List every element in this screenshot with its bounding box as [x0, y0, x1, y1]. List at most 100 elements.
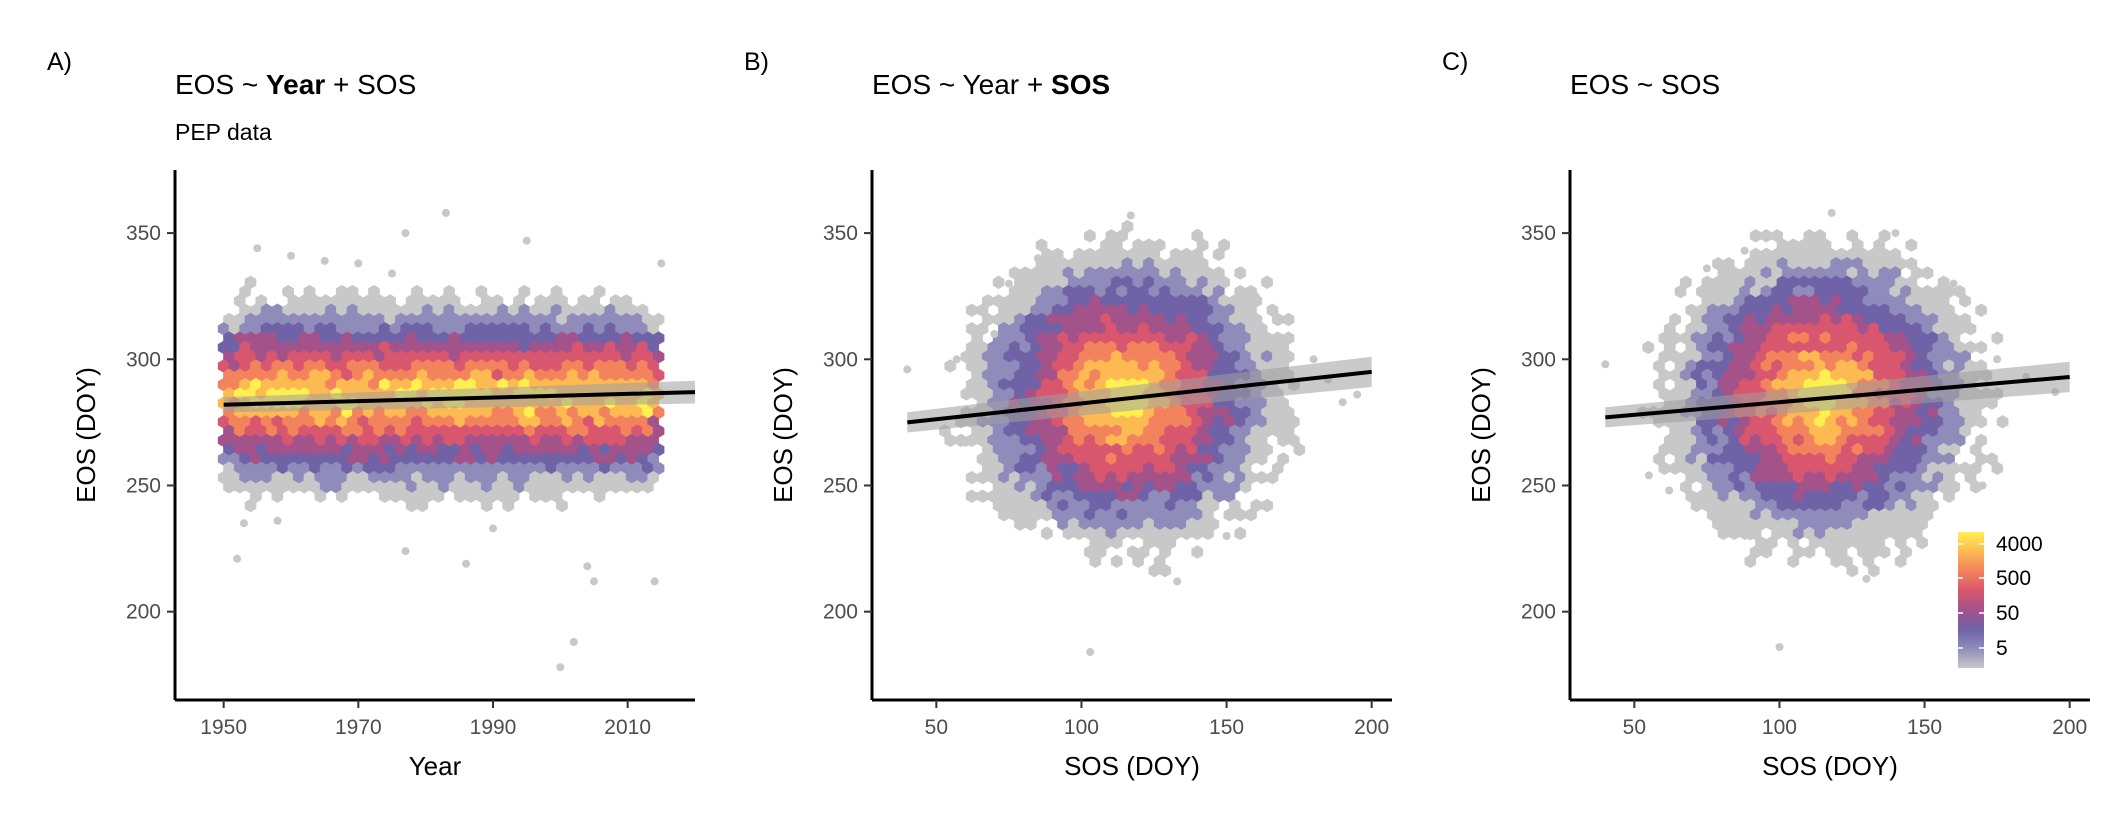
- outlier-point: [233, 554, 242, 563]
- outlier-point: [441, 208, 450, 217]
- hex-cell: [502, 498, 515, 513]
- hex-cell: [336, 489, 348, 503]
- hex-cell: [480, 498, 493, 513]
- outlier-point: [657, 259, 666, 268]
- y-axis-title: EOS (DOY): [1466, 367, 1496, 503]
- hex-cell: [944, 359, 957, 373]
- hex-cell: [271, 489, 284, 503]
- chart-title-part: SOS: [1051, 69, 1110, 100]
- outlier-point: [1251, 292, 1260, 301]
- outlier-point: [1237, 267, 1246, 275]
- hex-cell: [593, 489, 606, 503]
- hex-cell: [1191, 545, 1204, 559]
- hex-cell: [1642, 340, 1655, 355]
- outlier-point: [1033, 254, 1042, 263]
- legend-label: 50: [1996, 602, 2019, 625]
- outlier-point: [1126, 211, 1135, 220]
- hex-cell: [1905, 238, 1918, 252]
- outlier-point: [1993, 355, 2002, 364]
- outlier-point: [1601, 360, 1610, 369]
- outlier-point: [590, 577, 598, 586]
- outlier-point: [556, 663, 565, 672]
- y-tick-label: 350: [126, 222, 161, 245]
- hex-cell: [1234, 526, 1246, 541]
- hex-cell: [1084, 229, 1096, 243]
- outlier-point: [239, 519, 248, 528]
- hex-cell: [1261, 275, 1273, 290]
- hex-cell: [416, 498, 429, 513]
- outlier-point: [903, 365, 912, 374]
- outlier-point: [1353, 390, 1362, 399]
- legend-label: 500: [1996, 567, 2031, 590]
- outlier-point: [1309, 355, 1318, 364]
- y-tick-label: 250: [1521, 474, 1556, 497]
- y-tick-label: 200: [1521, 601, 1556, 624]
- x-tick-label: 100: [1064, 716, 1099, 739]
- outlier-point: [388, 269, 396, 278]
- panel-a: A) EOS ~ Year + SOS PEP data 200 250 300 350 19…: [47, 48, 696, 781]
- outlier-point: [1004, 279, 1013, 288]
- outlier-point: [287, 251, 295, 260]
- hex-cell: [965, 470, 978, 485]
- hex-cell: [1921, 266, 1934, 280]
- outlier-point: [1775, 643, 1784, 651]
- outlier-point: [569, 638, 578, 646]
- outlier-point: [990, 330, 999, 338]
- legend-label: 5: [1996, 637, 2008, 660]
- x-tick-label: 1990: [470, 716, 517, 739]
- outlier-point: [1702, 264, 1711, 273]
- x-tick-label: 150: [1907, 716, 1942, 739]
- hex-cell: [992, 275, 1005, 290]
- chart-title-part: Year: [266, 69, 325, 100]
- hex-cell: [1991, 331, 2004, 345]
- panel-label: C): [1442, 48, 1468, 76]
- hex-cell: [642, 480, 654, 494]
- outlier-point: [1173, 577, 1182, 586]
- outlier-point: [489, 524, 497, 533]
- outlier-point: [401, 229, 410, 238]
- panel-c: C) EOS ~ SOS 200 250 300 350 50 100 150 200 SOS (D…: [1442, 48, 2090, 781]
- outlier-point: [583, 562, 592, 571]
- outlier-point: [320, 256, 329, 265]
- y-tick-label: 300: [1521, 348, 1556, 371]
- chart-subtitle: PEP data: [175, 119, 272, 145]
- hex-cell: [1996, 415, 2009, 429]
- legend-label: 4000: [1996, 533, 2043, 556]
- y-tick-label: 250: [126, 474, 161, 497]
- hex-cell: [1282, 312, 1295, 327]
- x-tick-label: 1950: [200, 716, 247, 739]
- outlier-point: [1740, 246, 1749, 255]
- y-tick-label: 200: [126, 601, 161, 624]
- x-tick-label: 150: [1209, 716, 1244, 739]
- hex-cell: [314, 489, 327, 503]
- outlier-point: [1978, 481, 1987, 490]
- hex-cell: [1261, 498, 1273, 513]
- outlier-point: [1949, 279, 1958, 288]
- hex-cell: [1212, 247, 1225, 262]
- outlier-point: [1862, 574, 1871, 583]
- hex-cell: [965, 303, 978, 317]
- panel-b: B) EOS ~ Year + SOS 200 250 300 350 50 100 150 20…: [744, 48, 1392, 781]
- y-tick-label: 350: [1521, 222, 1556, 245]
- chart-title-part: EOS ~: [175, 69, 266, 100]
- outlier-point: [1827, 208, 1836, 217]
- panel-label: B): [744, 48, 769, 76]
- outlier-point: [1338, 398, 1347, 407]
- hex-cell: [1760, 229, 1773, 243]
- outlier-point: [273, 516, 282, 525]
- outlier-point: [1042, 526, 1051, 535]
- y-axis-title: EOS (DOY): [768, 367, 798, 503]
- chart-title: EOS ~ Year + SOS: [175, 69, 416, 100]
- outlier-point: [1222, 532, 1231, 540]
- chart-title-part: EOS ~ SOS: [1570, 69, 1720, 100]
- x-axis-title: SOS (DOY): [1064, 751, 1200, 781]
- x-tick-label: 50: [925, 716, 948, 739]
- outlier-point: [253, 244, 262, 253]
- outlier-point: [961, 438, 970, 447]
- x-tick-label: 100: [1762, 716, 1797, 739]
- y-tick-label: 300: [126, 348, 161, 371]
- hex-cell: [432, 489, 445, 503]
- x-tick-label: 200: [1354, 716, 1389, 739]
- outlier-point: [1193, 229, 1202, 238]
- chart-title-part: + SOS: [325, 69, 416, 100]
